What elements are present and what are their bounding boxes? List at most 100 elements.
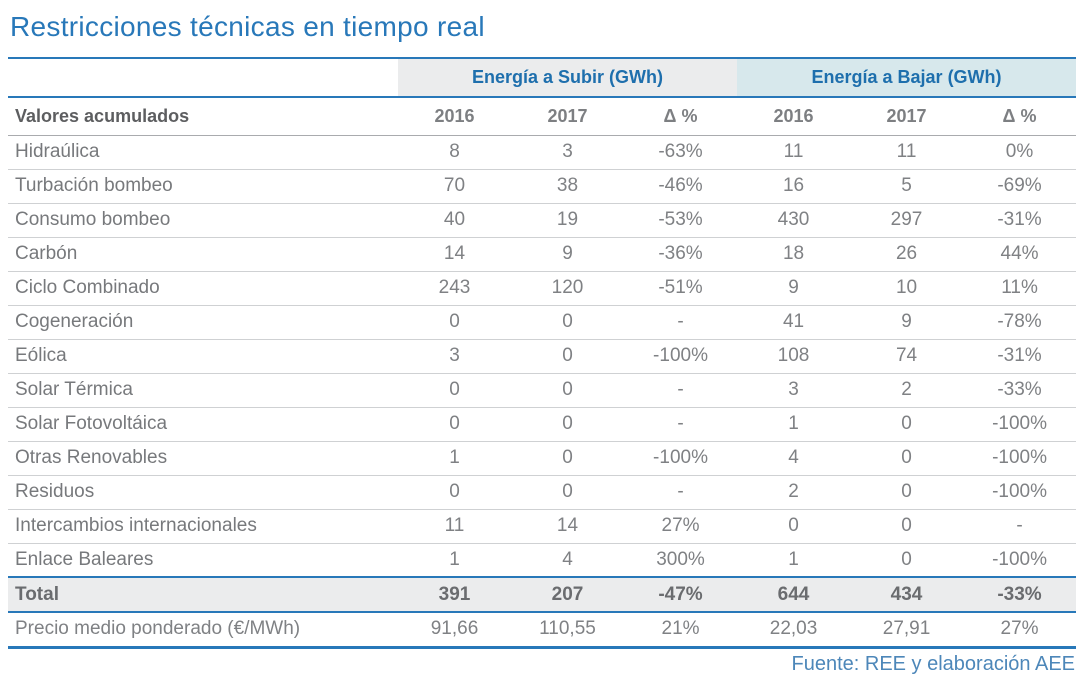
row-header-label: Valores acumulados (8, 97, 398, 136)
cell-value: 10 (850, 271, 964, 306)
price-value: 91,66 (398, 612, 511, 649)
restrictions-table: Energía a Subir (GWh) Energía a Bajar (G… (8, 57, 1077, 649)
row-label: Consumo bombeo (8, 203, 398, 238)
row-label: Cogeneración (8, 305, 398, 340)
cell-value: -36% (624, 237, 738, 272)
table-row: Solar Fotovoltáica 0 0-1 0 -100% (8, 407, 1077, 442)
cell-value: 3 (737, 373, 851, 408)
cell-value: 2 (850, 373, 964, 408)
cell-value: 74 (850, 339, 964, 374)
cell-value: 14 (398, 237, 511, 272)
table-body: Hidraúlica 8 3 -63% 11 11 0% Turbación bombeo 70… (8, 135, 1077, 578)
table-row: Enlace Baleares 1 4 300% 1 0 -100% (8, 543, 1077, 578)
cell-value: 1 (398, 543, 511, 578)
col-header-delta-bajar: Δ % (963, 97, 1077, 136)
cell-value: 0 (398, 407, 511, 442)
table-row: Residuos 0 0-2 0 -100% (8, 475, 1077, 510)
cell-value: 18 (737, 237, 851, 272)
cell-value: -100% (963, 543, 1077, 578)
total-row: Total 391 207 -47% 644 434 -33% (8, 576, 1077, 613)
cell-value: -53% (624, 203, 738, 238)
cell-value: - (624, 475, 738, 510)
row-label: Carbón (8, 237, 398, 272)
total-value: 644 (737, 576, 851, 613)
cell-value: 44% (963, 237, 1077, 272)
cell-value: 0% (963, 135, 1077, 170)
cell-value: 0 (398, 305, 511, 340)
table-row: Carbón 14 9 -36% 18 26 44% (8, 237, 1077, 272)
table-row: Intercambios internacionales 11 14 27% 0 0- (8, 509, 1077, 544)
price-value: 21% (624, 612, 738, 649)
cell-value: 1 (737, 543, 851, 578)
cell-value: -100% (624, 339, 738, 374)
price-value: 27% (963, 612, 1077, 649)
cell-value: 0 (511, 305, 624, 340)
cell-value: 3 (511, 135, 624, 170)
cell-value: 3 (398, 339, 511, 374)
col-header-2017-subir: 2017 (511, 97, 624, 136)
group-header-subir: Energía a Subir (GWh) (398, 57, 738, 98)
total-value: 391 (398, 576, 511, 613)
cell-value: -46% (624, 169, 738, 204)
cell-value: 0 (511, 441, 624, 476)
cell-value: 243 (398, 271, 511, 306)
table-row: Cogeneración 0 0-41 9 -78% (8, 305, 1077, 340)
table-row: Solar Térmica 0 0-3 2 -33% (8, 373, 1077, 408)
row-label: Turbación bombeo (8, 169, 398, 204)
cell-value: 0 (850, 441, 964, 476)
cell-value: 0 (398, 373, 511, 408)
table-head: Energía a Subir (GWh) Energía a Bajar (G… (8, 57, 1077, 136)
cell-value: 0 (511, 407, 624, 442)
table-foot: Total 391 207 -47% 644 434 -33% Precio m… (8, 576, 1077, 649)
cell-value: - (624, 407, 738, 442)
cell-value: 0 (737, 509, 851, 544)
cell-value: - (624, 305, 738, 340)
cell-value: 26 (850, 237, 964, 272)
table-row: Otras Renovables 1 0 -100% 4 0 -100% (8, 441, 1077, 476)
total-value: 207 (511, 576, 624, 613)
cell-value: 41 (737, 305, 851, 340)
cell-value: 5 (850, 169, 964, 204)
col-header-2016-subir: 2016 (398, 97, 511, 136)
cell-value: 297 (850, 203, 964, 238)
total-value: -47% (624, 576, 738, 613)
cell-value: -100% (624, 441, 738, 476)
row-label: Solar Fotovoltáica (8, 407, 398, 442)
cell-value: 14 (511, 509, 624, 544)
cell-value: 8 (398, 135, 511, 170)
cell-value: 9 (511, 237, 624, 272)
cell-value: -33% (963, 373, 1077, 408)
table-row: Consumo bombeo 40 19 -53% 430 297 -31% (8, 203, 1077, 238)
cell-value: 70 (398, 169, 511, 204)
col-header-2017-bajar: 2017 (850, 97, 964, 136)
price-value: 22,03 (737, 612, 851, 649)
cell-value: 2 (737, 475, 851, 510)
row-label: Enlace Baleares (8, 543, 398, 578)
price-value: 110,55 (511, 612, 624, 649)
price-value: 27,91 (850, 612, 964, 649)
cell-value: 0 (511, 339, 624, 374)
row-label: Hidraúlica (8, 135, 398, 170)
cell-value: 19 (511, 203, 624, 238)
cell-value: -69% (963, 169, 1077, 204)
cell-value: 11 (398, 509, 511, 544)
group-header-bajar: Energía a Bajar (GWh) (737, 57, 1077, 98)
cell-value: -100% (963, 441, 1077, 476)
total-value: -33% (963, 576, 1077, 613)
cell-value: 120 (511, 271, 624, 306)
cell-value: -100% (963, 407, 1077, 442)
cell-value: 1 (398, 441, 511, 476)
cell-value: 0 (850, 509, 964, 544)
column-group-row: Energía a Subir (GWh) Energía a Bajar (G… (8, 57, 1077, 98)
table-row: Turbación bombeo 70 38 -46% 16 5 -69% (8, 169, 1077, 204)
cell-value: -31% (963, 339, 1077, 374)
price-label: Precio medio ponderado (€/MWh) (8, 612, 398, 649)
cell-value: 27% (624, 509, 738, 544)
page-title: Restricciones técnicas en tiempo real (10, 11, 485, 42)
cell-value: 11 (850, 135, 964, 170)
cell-value: -31% (963, 203, 1077, 238)
cell-value: 108 (737, 339, 851, 374)
cell-value: -51% (624, 271, 738, 306)
cell-value: 300% (624, 543, 738, 578)
